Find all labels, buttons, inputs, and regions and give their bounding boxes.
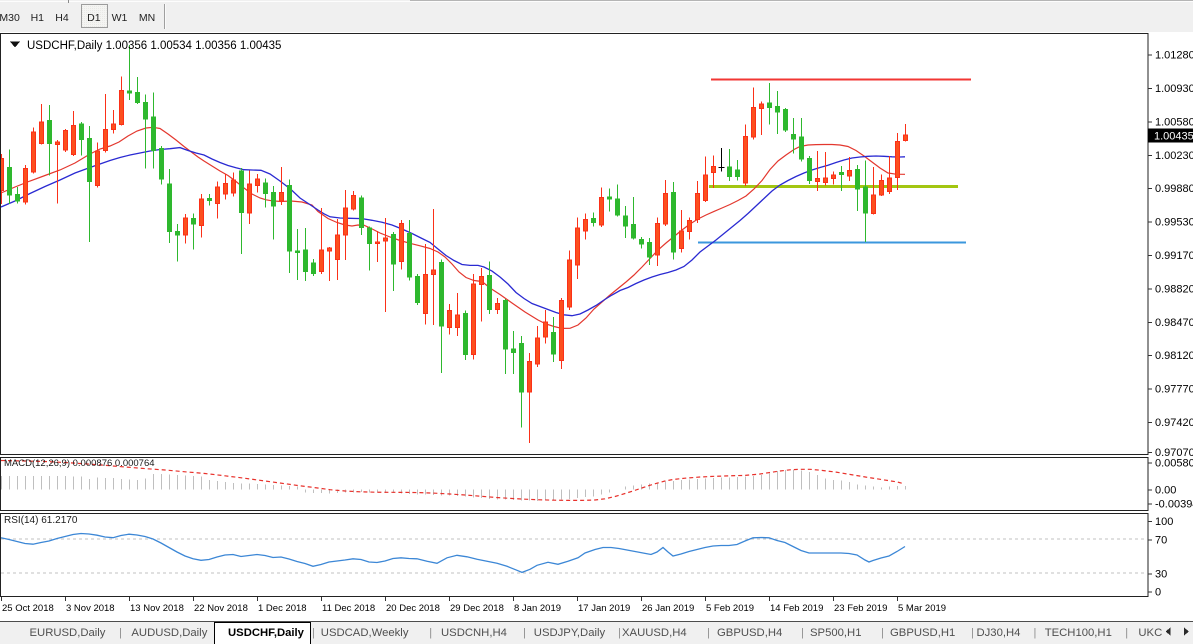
svg-text:|: | bbox=[1125, 627, 1128, 639]
svg-text:-0.003945: -0.003945 bbox=[1155, 499, 1193, 511]
svg-text:5 Feb 2019: 5 Feb 2019 bbox=[706, 603, 754, 614]
svg-text:8 Jan 2019: 8 Jan 2019 bbox=[514, 603, 561, 614]
svg-text:USDCAD,Weekly: USDCAD,Weekly bbox=[321, 627, 409, 639]
svg-text:|: | bbox=[119, 627, 122, 639]
svg-text:|: | bbox=[523, 627, 526, 639]
svg-text:AUDUSD,Daily: AUDUSD,Daily bbox=[131, 627, 207, 639]
svg-text:|: | bbox=[618, 627, 621, 639]
svg-text:1.01280: 1.01280 bbox=[1155, 50, 1193, 62]
svg-text:0.98120: 0.98120 bbox=[1155, 350, 1193, 362]
svg-text:|: | bbox=[801, 627, 804, 639]
svg-text:11 Dec 2018: 11 Dec 2018 bbox=[322, 603, 375, 614]
svg-text:|: | bbox=[429, 627, 432, 639]
svg-text:H4: H4 bbox=[55, 12, 69, 24]
svg-text:1 Dec 2018: 1 Dec 2018 bbox=[258, 603, 307, 614]
svg-text:1.00230: 1.00230 bbox=[1155, 150, 1193, 162]
svg-text:3 Nov 2018: 3 Nov 2018 bbox=[66, 603, 115, 614]
svg-text:13 Nov 2018: 13 Nov 2018 bbox=[130, 603, 184, 614]
svg-text:|: | bbox=[312, 627, 315, 639]
svg-text:|: | bbox=[707, 627, 710, 639]
svg-text:17 Jan 2019: 17 Jan 2019 bbox=[578, 603, 630, 614]
svg-text:W1: W1 bbox=[112, 12, 128, 24]
svg-text:|: | bbox=[1034, 627, 1037, 639]
svg-text:1.00580: 1.00580 bbox=[1155, 117, 1193, 129]
svg-text:26 Jan 2019: 26 Jan 2019 bbox=[642, 603, 694, 614]
svg-text:0.99530: 0.99530 bbox=[1155, 217, 1193, 229]
svg-text:25 Oct 2018: 25 Oct 2018 bbox=[2, 603, 54, 614]
svg-text:USDCHF,Daily 1.00356 1.00534: USDCHF,Daily 1.00356 1.00534 1.00356 1.0… bbox=[27, 40, 281, 52]
svg-text:EURUSD,Daily: EURUSD,Daily bbox=[30, 627, 106, 639]
svg-text:USDCNH,H4: USDCNH,H4 bbox=[441, 627, 507, 639]
svg-text:USDJPY,Daily: USDJPY,Daily bbox=[534, 627, 606, 639]
svg-text:20 Dec 2018: 20 Dec 2018 bbox=[386, 603, 440, 614]
svg-text:0: 0 bbox=[1155, 586, 1161, 598]
svg-text:DJ30,H4: DJ30,H4 bbox=[977, 627, 1021, 639]
svg-text:30: 30 bbox=[1155, 569, 1167, 581]
svg-text:70: 70 bbox=[1155, 535, 1167, 547]
svg-text:D1: D1 bbox=[87, 12, 101, 24]
svg-text:GBPUSD,H4: GBPUSD,H4 bbox=[717, 627, 782, 639]
svg-text:H1: H1 bbox=[31, 12, 45, 24]
svg-text:0.00: 0.00 bbox=[1155, 485, 1176, 497]
svg-text:5 Mar 2019: 5 Mar 2019 bbox=[898, 603, 946, 614]
svg-text:14 Feb 2019: 14 Feb 2019 bbox=[770, 603, 823, 614]
svg-text:1.00435: 1.00435 bbox=[1154, 131, 1193, 143]
svg-text:|: | bbox=[881, 627, 884, 639]
svg-text:MACD(12,26,9) 0.000876 0.00076: MACD(12,26,9) 0.000876 0.000764 bbox=[4, 458, 155, 469]
svg-text:XAUUSD,H4: XAUUSD,H4 bbox=[622, 627, 687, 639]
svg-text:GBPUSD,H1: GBPUSD,H1 bbox=[890, 627, 955, 639]
svg-text:29 Dec 2018: 29 Dec 2018 bbox=[450, 603, 504, 614]
svg-text:22 Nov 2018: 22 Nov 2018 bbox=[194, 603, 248, 614]
svg-text:0.97770: 0.97770 bbox=[1155, 384, 1193, 396]
svg-text:1.00930: 1.00930 bbox=[1155, 83, 1193, 95]
svg-text:0.99170: 0.99170 bbox=[1155, 250, 1193, 262]
svg-text:USDCHF,Daily: USDCHF,Daily bbox=[228, 627, 305, 639]
svg-text:RSI(14) 61.2170: RSI(14) 61.2170 bbox=[4, 515, 78, 526]
svg-text:0.97420: 0.97420 bbox=[1155, 417, 1193, 429]
svg-text:0.99880: 0.99880 bbox=[1155, 183, 1193, 195]
svg-text:0.98470: 0.98470 bbox=[1155, 317, 1193, 329]
svg-text:|: | bbox=[971, 627, 974, 639]
svg-text:M30: M30 bbox=[0, 12, 20, 24]
svg-text:0.005802: 0.005802 bbox=[1155, 458, 1193, 470]
svg-text:TECH100,H1: TECH100,H1 bbox=[1045, 627, 1112, 639]
svg-text:0.98820: 0.98820 bbox=[1155, 283, 1193, 295]
svg-text:MN: MN bbox=[139, 12, 155, 24]
svg-text:0.97070: 0.97070 bbox=[1155, 447, 1193, 459]
svg-text:23 Feb 2019: 23 Feb 2019 bbox=[834, 603, 887, 614]
svg-text:SP500,H1: SP500,H1 bbox=[810, 627, 862, 639]
svg-text:UKC: UKC bbox=[1138, 627, 1162, 639]
svg-text:100: 100 bbox=[1155, 516, 1173, 528]
